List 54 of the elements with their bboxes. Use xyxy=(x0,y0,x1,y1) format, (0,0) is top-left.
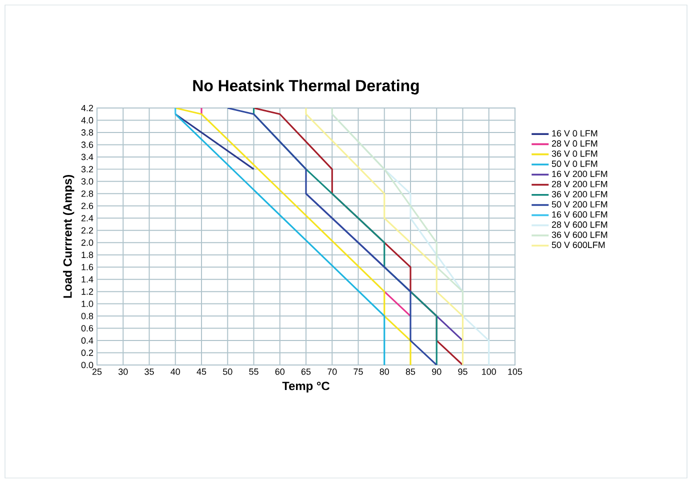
x-axis-title: Temp °C xyxy=(282,382,330,393)
x-tick-label: 75 xyxy=(354,368,363,375)
x-tick-label: 40 xyxy=(170,368,180,375)
y-axis-title: Load Currrent (Amps) xyxy=(63,175,74,298)
y-tick-label: 3.0 xyxy=(81,178,94,185)
legend-label: 36 V 600 LFM xyxy=(552,232,608,238)
x-tick-label: 95 xyxy=(458,368,468,375)
y-tick-label: 0.4 xyxy=(81,337,94,344)
legend-label: 50 V 200 LFM xyxy=(552,201,608,208)
legend-label: 16 V 0 LFM xyxy=(552,130,598,137)
x-tick-label: 45 xyxy=(196,368,206,375)
legend-label: 28 V 600 LFM xyxy=(552,221,608,228)
legend-label: 16 V 200 LFM xyxy=(552,170,608,178)
x-tick-label: 25 xyxy=(92,368,102,375)
y-tick-label: 1.6 xyxy=(82,264,94,270)
y-tick-label: 2.8 xyxy=(81,190,94,197)
x-tick-label: 85 xyxy=(406,368,416,375)
y-tick-label: 1.0 xyxy=(82,300,94,307)
x-tick-label: 35 xyxy=(144,368,154,375)
y-tick-label: 3.6 xyxy=(81,142,94,148)
x-tick-label: 80 xyxy=(380,368,390,375)
legend-label: 36 V 200 LFM xyxy=(552,191,608,198)
y-tick-label: 0.0 xyxy=(81,362,94,368)
y-tick-label: 1.2 xyxy=(82,288,94,295)
y-tick-label: 0.2 xyxy=(81,350,94,356)
legend-label: 28 V 0 LFM xyxy=(552,140,598,147)
y-tick-label: 2.0 xyxy=(81,239,94,246)
y-tick-label: 4.2 xyxy=(81,104,94,112)
y-tick-label: 2.4 xyxy=(81,215,94,222)
x-tick-label: 60 xyxy=(275,368,285,375)
y-tick-label: 2.2 xyxy=(81,227,94,234)
x-tick-label: 50 xyxy=(222,368,232,375)
y-tick-label: 3.4 xyxy=(81,154,94,160)
legend-label: 16 V 600 LFM xyxy=(552,211,608,218)
x-tick-label: 105 xyxy=(508,368,522,375)
y-tick-label: 2.6 xyxy=(81,202,94,210)
legend-label: 50 V 600LFM xyxy=(552,242,605,248)
y-tick-label: 3.2 xyxy=(81,166,94,172)
y-tick-label: 3.8 xyxy=(81,129,94,136)
y-tick-label: 1.4 xyxy=(82,276,94,282)
y-tick-label: 0.8 xyxy=(81,312,94,320)
legend-label: 50 V 0 LFM xyxy=(552,160,598,167)
y-tick-label: 1.8 xyxy=(82,252,94,258)
x-tick-label: 100 xyxy=(482,368,496,375)
chart-title: No Heatsink Thermal Derating xyxy=(193,80,419,94)
x-tick-label: 30 xyxy=(118,368,128,375)
x-tick-label: 90 xyxy=(432,368,442,375)
x-tick-label: 70 xyxy=(328,368,337,375)
x-tick-label: 65 xyxy=(301,368,311,375)
x-tick-label: 55 xyxy=(249,368,258,375)
y-tick-label: 0.6 xyxy=(81,325,94,332)
legend-label: 28 V 200 LFM xyxy=(552,180,608,188)
y-tick-label: 4.0 xyxy=(81,117,94,124)
legend-label: 36 V 0 LFM xyxy=(552,150,598,157)
